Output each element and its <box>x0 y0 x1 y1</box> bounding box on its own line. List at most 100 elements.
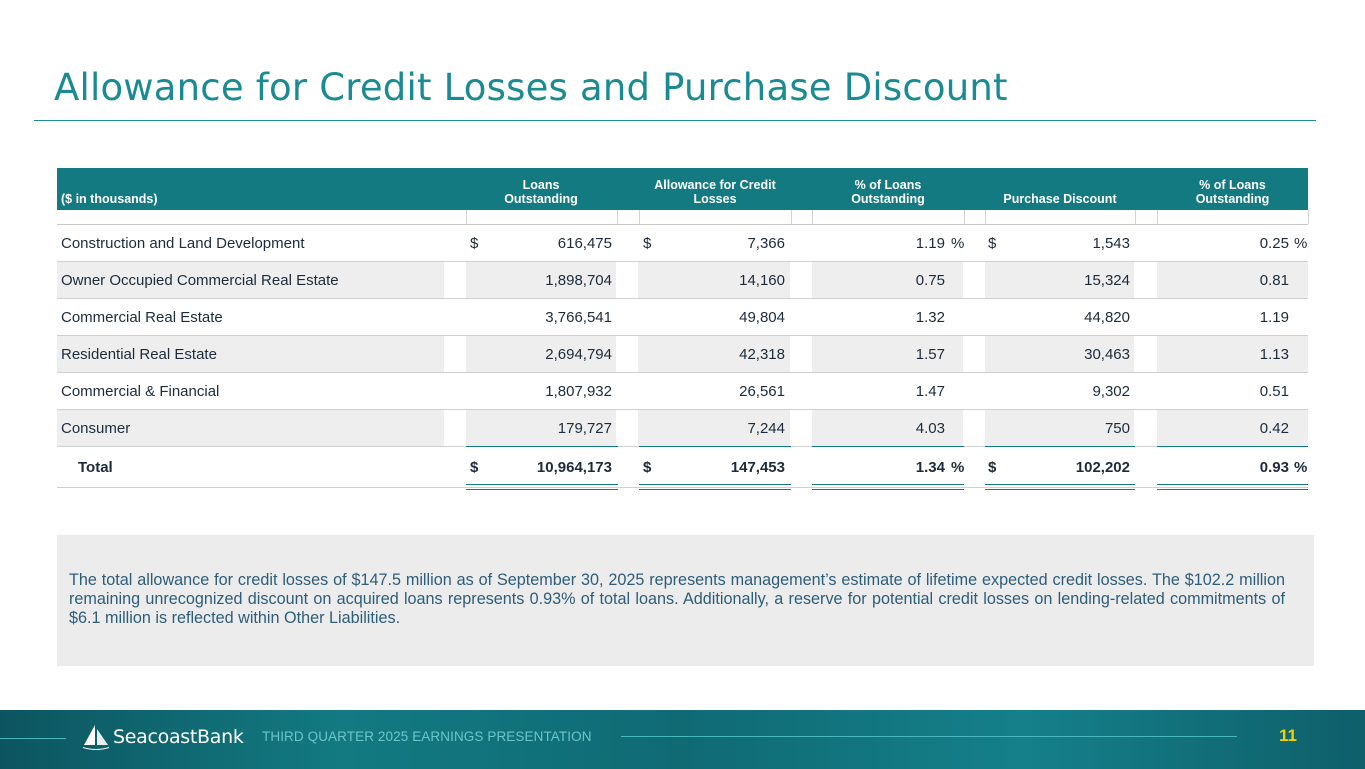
discount-value: 30,463 <box>1084 345 1130 363</box>
pct-discount-value: 0.81 <box>1259 271 1289 289</box>
row-label: Residential Real Estate <box>61 345 217 363</box>
pct-allowance-value: 1.34 <box>915 458 945 476</box>
header-spacer <box>57 210 1309 225</box>
column-underline <box>639 446 791 447</box>
discount-value: 102,202 <box>1075 458 1130 476</box>
table-row: Residential Real Estate 2,694,794 42,318 1.… <box>57 336 1308 373</box>
discount-value: 44,820 <box>1084 308 1130 326</box>
total-row: Total $ $ $%% 10,964,173 147,453 1.34 102,202 0.… <box>57 447 1308 488</box>
pct-allowance-value: 0.75 <box>915 271 945 289</box>
loans-value: 3,766,541 <box>545 308 612 326</box>
column-gap <box>444 262 466 298</box>
column-gap <box>1134 262 1157 298</box>
column-gap <box>790 410 812 446</box>
loans-currency: $ <box>470 234 479 252</box>
loans-value: 1,807,932 <box>545 382 612 400</box>
column-double-underline <box>1157 484 1308 490</box>
column-double-underline <box>466 484 618 490</box>
footer-line-mid <box>621 736 1237 737</box>
presentation-caption: THIRD QUARTER 2025 EARNINGS PRESENTATION <box>262 729 592 744</box>
header-category: ($ in thousands) <box>61 192 158 206</box>
allowance-value: 147,453 <box>730 458 785 476</box>
header-allowance: Allowance for Credit Losses <box>654 178 776 206</box>
pct-allowance-symbol: % <box>951 234 965 252</box>
discount-currency: $ <box>988 234 997 252</box>
page-number: 11 <box>1279 726 1297 745</box>
pct-discount-value: 0.42 <box>1259 419 1289 437</box>
column-underline <box>466 446 618 447</box>
allowance-table: ($ in thousands) Loans Outstanding Allow… <box>57 168 1309 490</box>
column-double-underline <box>985 484 1135 490</box>
row-label: Commercial Real Estate <box>61 308 223 326</box>
column-gap <box>1134 410 1157 446</box>
header-pct-discount: % of Loans Outstanding <box>1195 178 1270 206</box>
commentary-text: The total allowance for credit losses of… <box>69 571 1285 627</box>
table-header: ($ in thousands) Loans Outstanding Allow… <box>57 168 1308 210</box>
logo-text: SeacoastBank <box>113 726 244 748</box>
table-row: Owner Occupied Commercial Real Estate 1,8… <box>57 262 1308 299</box>
allowance-currency: $ <box>643 234 652 252</box>
pct-allowance-value: 1.47 <box>915 382 945 400</box>
allowance-value: 7,244 <box>747 419 785 437</box>
column-gap <box>444 410 466 446</box>
column-gap <box>790 262 812 298</box>
table-row: Commercial Real Estate 3,766,541 49,804 1.3… <box>57 299 1308 336</box>
discount-value: 15,324 <box>1084 271 1130 289</box>
pct-discount-value: 1.13 <box>1259 345 1289 363</box>
loans-currency: $ <box>470 458 479 476</box>
header-loans: Loans Outstanding <box>504 178 578 206</box>
page-title: Allowance for Credit Losses and Purchase… <box>54 66 1008 109</box>
footer-line-left <box>0 738 66 739</box>
pct-allowance-value: 4.03 <box>915 419 945 437</box>
pct-allowance-value: 1.32 <box>915 308 945 326</box>
loans-value: 10,964,173 <box>536 458 612 476</box>
pct-discount-symbol: % <box>1294 458 1308 476</box>
column-gap <box>616 410 638 446</box>
column-gap <box>790 336 812 372</box>
loans-value: 616,475 <box>557 234 612 252</box>
commentary-box: The total allowance for credit losses of… <box>57 535 1314 666</box>
allowance-value: 26,561 <box>739 382 785 400</box>
loans-value: 2,694,794 <box>545 345 612 363</box>
pct-allowance-value: 1.57 <box>915 345 945 363</box>
table-row: Construction and Land Development $ $ $%% 61… <box>57 225 1308 262</box>
column-underline <box>985 446 1135 447</box>
column-underline <box>1157 446 1308 447</box>
column-gap <box>616 262 638 298</box>
header-pct-allowance: % of Loans Outstanding <box>851 178 925 206</box>
allowance-value: 14,160 <box>739 271 785 289</box>
column-gap <box>963 336 985 372</box>
column-gap <box>963 410 985 446</box>
total-label: Total <box>78 458 113 476</box>
footer-bar: SeacoastBank THIRD QUARTER 2025 EARNINGS… <box>0 710 1365 769</box>
column-underline <box>812 446 964 447</box>
header-discount: Purchase Discount <box>1003 192 1117 206</box>
table-row: Commercial & Financial 1,807,932 26,561 1.4… <box>57 373 1308 410</box>
allowance-value: 7,366 <box>747 234 785 252</box>
pct-discount-symbol: % <box>1294 234 1308 252</box>
allowance-value: 49,804 <box>739 308 785 326</box>
loans-value: 179,727 <box>557 419 612 437</box>
column-gap <box>616 336 638 372</box>
title-divider <box>34 120 1316 121</box>
table-body: Construction and Land Development $ $ $%% 61… <box>57 225 1308 490</box>
pct-discount-value: 0.93 <box>1259 458 1289 476</box>
discount-currency: $ <box>988 458 997 476</box>
row-label: Construction and Land Development <box>61 234 305 252</box>
pct-discount-value: 0.25 <box>1259 234 1289 252</box>
allowance-currency: $ <box>643 458 652 476</box>
column-gap <box>444 336 466 372</box>
seacoast-logo: SeacoastBank <box>82 723 244 751</box>
discount-value: 750 <box>1104 419 1130 437</box>
row-label: Commercial & Financial <box>61 382 220 400</box>
discount-value: 9,302 <box>1092 382 1130 400</box>
pct-allowance-symbol: % <box>951 458 965 476</box>
row-label: Consumer <box>61 419 131 437</box>
row-label: Owner Occupied Commercial Real Estate <box>61 271 339 289</box>
column-double-underline <box>639 484 791 490</box>
column-double-underline <box>812 484 964 490</box>
pct-discount-value: 1.19 <box>1259 308 1289 326</box>
loans-value: 1,898,704 <box>545 271 612 289</box>
column-gap <box>963 262 985 298</box>
table-row: Consumer 179,727 7,244 4.03 750 0.42 <box>57 410 1308 447</box>
